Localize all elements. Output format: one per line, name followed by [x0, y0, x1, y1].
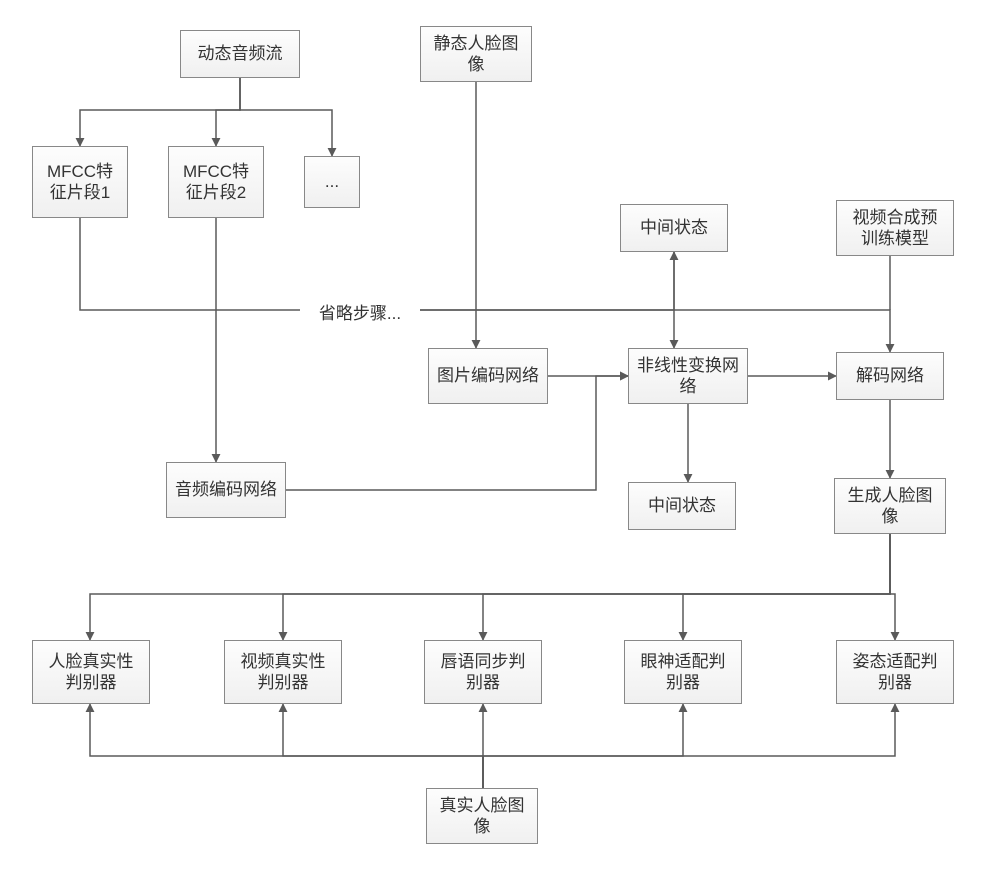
flowchart-canvas: 动态音频流 静态人脸图像 MFCC特征片段1 MFCC特征片段2... 中间状态 视频合成…: [0, 0, 1000, 871]
node-gen_face: 生成人脸图像: [834, 478, 946, 534]
node-label: 动态音频流: [198, 43, 283, 64]
node-label: 视频合成预训练模型: [845, 207, 945, 250]
node-audio_encoder: 音频编码网络: [166, 462, 286, 518]
edge: [483, 534, 890, 640]
node-mid_state1: 中间状态: [620, 204, 728, 252]
node-real_face: 真实人脸图像: [426, 788, 538, 844]
edge: [483, 704, 683, 788]
node-label: 音频编码网络: [175, 479, 277, 500]
edge: [240, 78, 332, 156]
node-label: 解码网络: [856, 365, 924, 386]
node-label: 真实人脸图像: [435, 795, 529, 838]
node-disc_eye: 眼神适配判别器: [624, 640, 742, 704]
node-mfcc_more: ...: [304, 156, 360, 208]
edge: [80, 218, 300, 310]
edge: [890, 534, 895, 640]
node-label: 静态人脸图像: [429, 33, 523, 76]
node-label: 生成人脸图像: [843, 485, 937, 528]
edge: [283, 534, 890, 640]
node-label: MFCC特征片段2: [177, 161, 255, 204]
node-label: 图片编码网络: [437, 365, 539, 386]
edge: [80, 78, 240, 146]
node-label: 眼神适配判别器: [633, 651, 733, 694]
edge: [216, 78, 240, 146]
node-label: 人脸真实性判别器: [41, 651, 141, 694]
node-label: 中间状态: [648, 495, 716, 516]
node-static_face: 静态人脸图像: [420, 26, 532, 82]
edge: [483, 704, 895, 788]
edge: [90, 534, 890, 640]
node-audio_stream: 动态音频流: [180, 30, 300, 78]
node-decoder: 解码网络: [836, 352, 944, 400]
edges-layer: [0, 0, 1000, 871]
node-mfcc1: MFCC特征片段1: [32, 146, 128, 218]
node-disc_face: 人脸真实性判别器: [32, 640, 150, 704]
node-label: 姿态适配判别器: [845, 651, 945, 694]
node-label: 唇语同步判别器: [433, 651, 533, 694]
node-mid_state2: 中间状态: [628, 482, 736, 530]
node-label: 省略步骤...: [319, 299, 401, 324]
edge: [283, 704, 483, 788]
node-disc_lip: 唇语同步判别器: [424, 640, 542, 704]
edge: [90, 704, 483, 788]
node-label: MFCC特征片段1: [41, 161, 119, 204]
node-disc_pose: 姿态适配判别器: [836, 640, 954, 704]
edge: [420, 310, 890, 352]
edge: [420, 252, 674, 310]
node-label: ...: [325, 171, 339, 192]
node-label: 视频真实性判别器: [233, 651, 333, 694]
edge: [683, 534, 890, 640]
node-nonlinear: 非线性变换网络: [628, 348, 748, 404]
node-mfcc2: MFCC特征片段2: [168, 146, 264, 218]
node-label: 中间状态: [640, 217, 708, 238]
node-disc_video: 视频真实性判别器: [224, 640, 342, 704]
node-label: 非线性变换网络: [637, 355, 739, 398]
node-omit_steps: 省略步骤...: [300, 296, 420, 326]
node-img_encoder: 图片编码网络: [428, 348, 548, 404]
node-video_pretrain: 视频合成预训练模型: [836, 200, 954, 256]
